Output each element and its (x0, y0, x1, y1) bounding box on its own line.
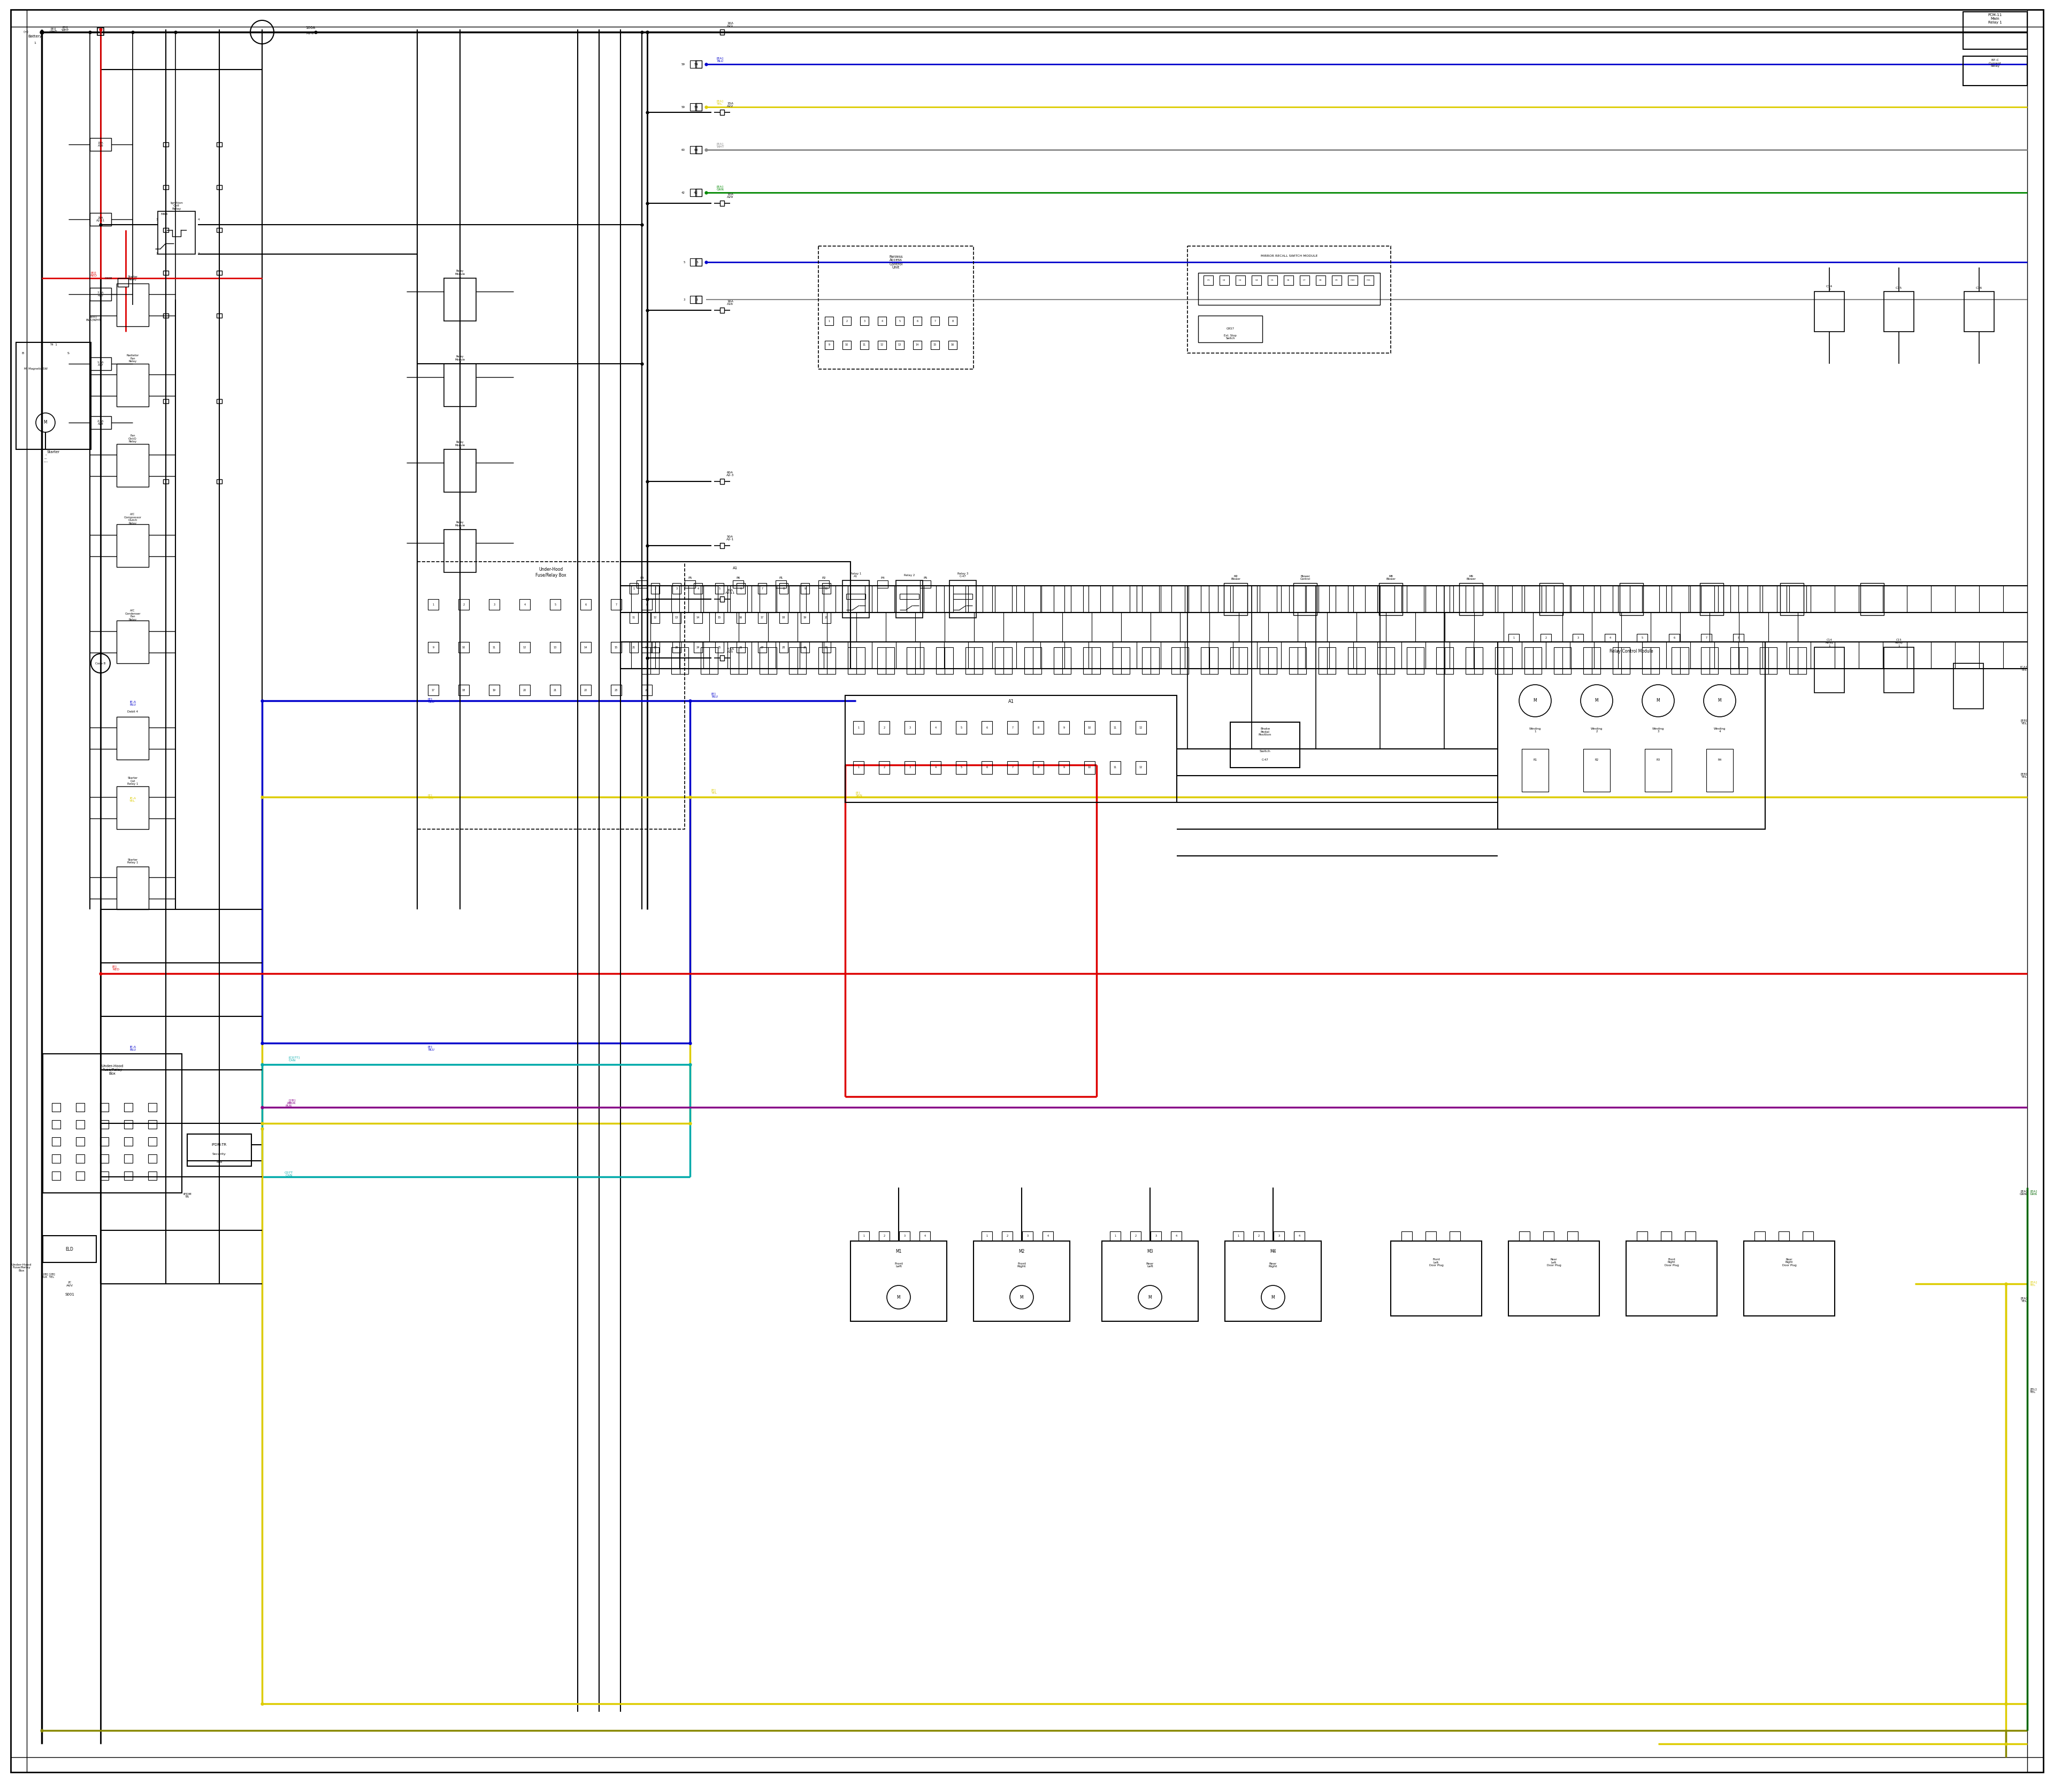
Text: C-47: C-47 (1261, 758, 1269, 762)
Text: Relay
Module
2: Relay Module 2 (454, 355, 464, 364)
Text: [EA]
GRN: [EA] GRN (2029, 1190, 2038, 1195)
Bar (123, 1154, 134, 1163)
Bar (758, 582, 766, 593)
Bar (631, 582, 639, 593)
Text: 21: 21 (633, 645, 635, 649)
Bar (76, 1104, 84, 1111)
Text: [EA]
GRN: [EA] GRN (2019, 1190, 2027, 1195)
Bar (1953, 663, 1984, 710)
Text: 19: 19 (803, 616, 807, 620)
Bar (1760, 647, 1777, 674)
Bar (690, 61, 696, 68)
Text: C1: C1 (1208, 280, 1210, 281)
Text: 13: 13 (676, 616, 678, 620)
Bar (1964, 292, 1994, 332)
Text: M  Magnetic SW: M Magnetic SW (25, 367, 47, 371)
Text: Winding
4: Winding 4 (1713, 728, 1725, 733)
Text: Debit 4: Debit 4 (127, 710, 138, 713)
Text: C7: C7 (1302, 280, 1306, 281)
Bar (1331, 276, 1341, 285)
Bar (801, 642, 809, 652)
Bar (1645, 749, 1672, 792)
Bar (955, 720, 967, 735)
Text: 1: 1 (33, 41, 35, 45)
Bar (1779, 1231, 1789, 1242)
Bar (1109, 720, 1121, 735)
Text: Radiator
Fan
Relay: Radiator Fan Relay (127, 355, 140, 362)
Text: IE-A
BLU: IE-A BLU (129, 701, 136, 706)
Bar (1436, 647, 1454, 674)
Bar (1555, 586, 1571, 613)
Bar (1584, 647, 1600, 674)
Bar (696, 61, 702, 68)
Bar (620, 561, 850, 668)
Bar (1171, 647, 1189, 674)
Text: [E]
BLU: [E] BLU (427, 697, 433, 704)
Text: [EA]
YEL: [EA] YEL (2021, 1297, 2027, 1303)
Bar (117, 717, 148, 760)
Text: [E8]
YEL: [E8] YEL (2021, 719, 2027, 726)
Text: P2: P2 (822, 577, 826, 579)
Text: M: M (1021, 1296, 1023, 1299)
Bar (949, 340, 957, 349)
Bar (610, 599, 622, 609)
Text: M: M (1594, 699, 1598, 702)
Bar (1662, 1231, 1672, 1242)
Bar (216, 185, 222, 190)
Text: Winding
1: Winding 1 (1528, 728, 1540, 733)
Text: 24: 24 (645, 688, 649, 692)
Bar (1187, 246, 1391, 353)
Text: M: M (898, 1296, 900, 1299)
Bar (1524, 647, 1543, 674)
Text: 11: 11 (633, 616, 635, 620)
Bar (848, 647, 865, 674)
Bar (101, 1154, 109, 1163)
Bar (877, 581, 887, 588)
Bar (965, 586, 982, 613)
Text: 12: 12 (1140, 767, 1142, 769)
Bar (1668, 634, 1680, 642)
Text: [E]
BLU: [E] BLU (427, 1045, 433, 1052)
Bar (427, 599, 440, 609)
Bar (694, 613, 702, 624)
Bar (1789, 586, 1805, 613)
Bar (1964, 13, 2027, 48)
Bar (1458, 582, 1483, 615)
Bar (879, 720, 889, 735)
Bar (1232, 1231, 1243, 1242)
Bar (101, 1172, 109, 1181)
Bar (162, 478, 168, 484)
Text: 22: 22 (653, 645, 657, 649)
Bar (610, 642, 622, 652)
Bar (1319, 647, 1335, 674)
Bar (1467, 647, 1483, 674)
Bar (930, 762, 941, 774)
Bar (90, 357, 111, 371)
Bar (1884, 292, 1914, 332)
Text: [EI]
WHT: [EI] WHT (62, 27, 70, 32)
Bar (1364, 276, 1374, 285)
Bar (1136, 720, 1146, 735)
Bar (852, 762, 865, 774)
Bar (1002, 1231, 1013, 1242)
Bar (117, 278, 127, 287)
Bar (690, 258, 696, 265)
Bar (641, 642, 651, 652)
Bar (1267, 276, 1278, 285)
Text: A1: A1 (1009, 699, 1015, 704)
Bar (1497, 642, 1764, 830)
Text: 59: 59 (694, 63, 698, 66)
Bar (1220, 276, 1228, 285)
Bar (844, 695, 1177, 803)
Bar (123, 1104, 134, 1111)
Text: 60A
A2-3: 60A A2-3 (727, 471, 733, 477)
Bar (520, 685, 530, 695)
Text: M: M (1271, 1296, 1276, 1299)
Bar (520, 599, 530, 609)
Bar (690, 188, 696, 197)
Bar (117, 364, 148, 407)
Bar (696, 104, 702, 111)
Bar (758, 642, 766, 652)
Text: P6: P6 (735, 577, 739, 579)
Bar (1294, 582, 1317, 615)
